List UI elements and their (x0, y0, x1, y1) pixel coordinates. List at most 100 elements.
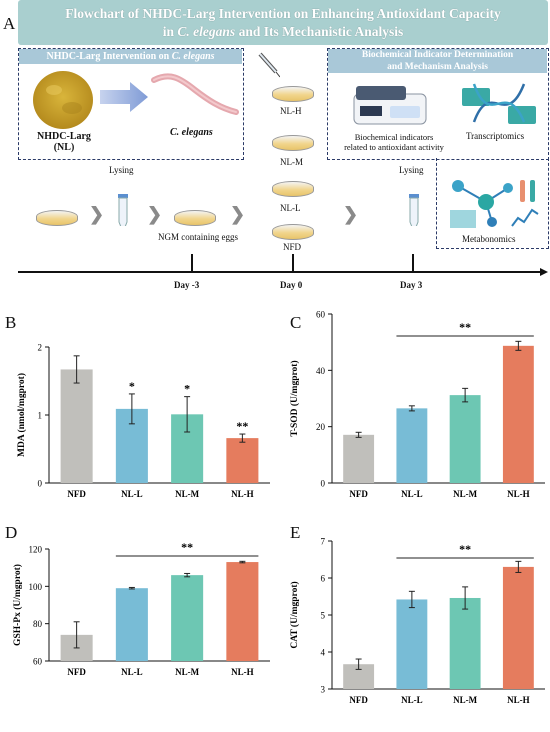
biochem-label-line1: Biochemical indicators (354, 132, 434, 142)
metabonomics-icon (450, 180, 539, 228)
y-tick-label: 60 (316, 310, 326, 320)
x-tick-label: NL-L (401, 695, 423, 705)
analysis-box-extension (436, 158, 549, 249)
y-axis-label: T-SOD (U/mgprot) (289, 360, 300, 436)
bar (171, 575, 204, 661)
chevron-right-icon: ❯ (343, 204, 359, 224)
y-tick-label: 100 (29, 582, 43, 592)
chevron-right-icon: ❯ (89, 204, 105, 224)
panel-letter-d: D (5, 523, 18, 542)
nhdc-powder-image (33, 71, 93, 129)
bar (449, 395, 481, 483)
significance-label: * (184, 382, 190, 396)
significance-label: ** (181, 540, 193, 554)
y-tick-label: 4 (321, 648, 326, 658)
y-tick-label: 40 (316, 366, 326, 376)
nhdc-label-line1: NHDC-Larg (37, 131, 91, 142)
significance-label: ** (459, 320, 471, 334)
x-tick-label: NFD (67, 667, 86, 677)
timeline-day-3: Day 3 (400, 280, 423, 290)
tube-icon (118, 194, 128, 226)
timeline-day-minus3: Day -3 (174, 280, 200, 290)
analysis-box (327, 48, 549, 160)
panel-letter-a: A (3, 14, 16, 33)
biochem-label: Biochemical indicators related to antioxi… (340, 132, 448, 152)
group-label-nfd: NFD (283, 242, 302, 252)
celegans-label: C. elegans (170, 127, 213, 138)
analysis-box-title: Biochemical Indicator Determination and M… (328, 49, 547, 73)
syringe-icon (258, 52, 280, 78)
intervention-arrow (100, 82, 148, 112)
x-tick-label: NFD (349, 695, 368, 705)
y-tick-label: 1 (38, 411, 43, 421)
x-tick-label: NL-H (507, 695, 530, 705)
bar (396, 599, 428, 689)
chevron-right-icon: ❯ (147, 204, 163, 224)
y-tick-label: 0 (321, 479, 326, 489)
timeline-day-0: Day 0 (280, 280, 303, 290)
bar (502, 345, 534, 483)
worm-image (151, 73, 239, 115)
group-label-nl-h: NL-H (280, 106, 302, 116)
dish-icon (272, 181, 314, 197)
y-tick-label: 60 (33, 657, 43, 667)
x-tick-label: NL-L (121, 489, 143, 499)
x-tick-label: NL-L (121, 667, 143, 677)
bar (226, 562, 259, 661)
group-label-nl-m: NL-M (280, 157, 303, 167)
lysing-label-1: Lysing (109, 165, 134, 175)
dish-icon (272, 135, 314, 151)
transcriptomics-icon (462, 83, 536, 124)
metabonomics-label: Metabonomics (462, 234, 516, 244)
y-tick-label: 80 (33, 619, 43, 629)
y-axis-label: MDA (nmol/mgprot) (16, 373, 27, 457)
lysing-label-2: Lysing (399, 165, 424, 175)
nhdc-label-line2: (NL) (53, 142, 75, 153)
chart-mda: 0 1 2 MDA (nmol/mgprot) NFD NL-L * NL-M * NL-H ** (16, 343, 270, 499)
analysis-title-line2: and Mechanism Analysis (387, 62, 488, 72)
y-tick-label: 20 (316, 422, 326, 432)
y-axis-label: CAT (U/mgprot) (289, 581, 300, 648)
bar (502, 566, 534, 689)
figure-title-banner: Flowchart of NHDC-Larg Intervention on E… (18, 0, 548, 45)
dish-icon (272, 224, 314, 240)
intervention-box-title: NHDC-Larg Intervention on C. elegans (19, 49, 242, 64)
significance-label: ** (459, 542, 471, 556)
intervention-title-pre: NHDC-Larg Intervention on (46, 51, 172, 62)
chart-tsod: 0 20 40 60 T-SOD (U/mgprot) NFD NL-L NL-M NL-H ** (289, 310, 545, 499)
x-tick-label: NL-H (231, 667, 254, 677)
y-tick-label: 2 (38, 343, 43, 353)
title-line-2-post: and Its Mechanistic Analysis (235, 24, 404, 39)
chevron-right-icon: ❯ (230, 204, 246, 224)
chart-cat: 3 4 5 6 7 CAT (U/mgprot) NFD NL-L NL-M NL-H ** (289, 537, 545, 705)
x-tick-label: NL-M (453, 695, 477, 705)
tube-icon (409, 194, 419, 226)
bar (343, 434, 375, 483)
bar (226, 438, 259, 483)
x-tick-label: NL-L (401, 489, 423, 499)
microplate-reader-icon (353, 86, 427, 125)
bar (60, 369, 93, 483)
intervention-title-italic: C. elegans (171, 51, 215, 62)
y-tick-label: 7 (321, 537, 326, 547)
timeline (18, 254, 548, 276)
ngm-label: NGM containing eggs (158, 232, 238, 242)
transcriptomics-label: Transcriptomics (466, 131, 525, 141)
chart-gshpx: 60 80 100 120 GSH-Px (U/mgprot) NFD NL-L NL-M NL… (12, 540, 270, 677)
significance-label: * (129, 379, 135, 393)
panel-letter-c: C (290, 313, 302, 332)
y-tick-label: 3 (321, 685, 326, 695)
x-tick-label: NFD (349, 489, 368, 499)
x-tick-label: NL-H (231, 489, 254, 499)
y-tick-label: 5 (321, 611, 326, 621)
x-tick-label: NFD (67, 489, 86, 499)
significance-label: ** (236, 419, 248, 433)
title-line-2-pre: in (162, 24, 178, 39)
group-label-nl-l: NL-L (280, 203, 301, 213)
x-tick-label: NL-H (507, 489, 530, 499)
y-tick-label: 6 (321, 574, 326, 584)
bar (449, 597, 481, 689)
x-tick-label: NL-M (453, 489, 477, 499)
title-line-2: in C. elegans and Its Mechanistic Analys… (18, 23, 548, 41)
title-line-2-italic: C. elegans (177, 24, 236, 39)
